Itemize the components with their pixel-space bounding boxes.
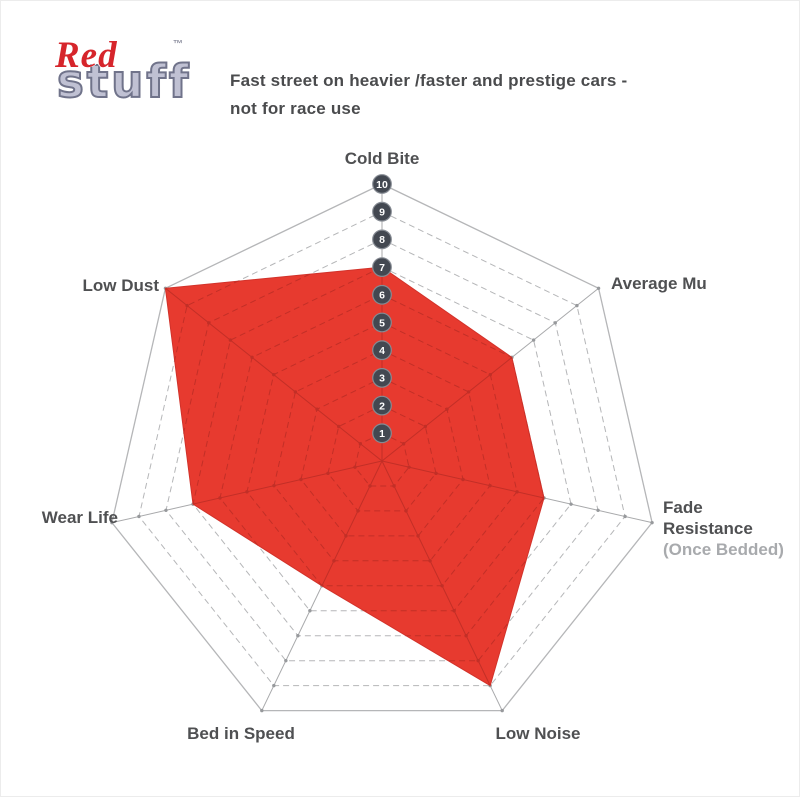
scale-tick-1: 1	[379, 428, 385, 440]
axis-label-fade-resistance: Fade Resistance (Once Bedded)	[663, 497, 784, 560]
axis-label-cold-bite: Cold Bite	[344, 149, 420, 168]
scale-tick-8: 8	[379, 234, 385, 246]
axis-label-wear-life: Wear Life	[41, 508, 118, 527]
logo-red-text: Red	[55, 35, 118, 76]
trademark-symbol: ™	[173, 39, 183, 50]
logo-stuff-text: stuff	[56, 55, 192, 108]
redstuff-logo: Red ™ stuff	[47, 37, 207, 127]
scale-tick-6: 6	[379, 290, 385, 302]
fade-resistance-line-3: (Once Bedded)	[663, 540, 784, 559]
scale-tick-9: 9	[379, 206, 385, 218]
scale-tick-4: 4	[379, 345, 385, 357]
fade-resistance-line-1: Fade	[663, 498, 703, 517]
fade-resistance-line-2: Resistance	[663, 519, 753, 538]
description-line-1: Fast street on heavier /faster and prest…	[230, 71, 628, 90]
axis-label-low-dust: Low Dust	[82, 276, 160, 295]
axis-label-bed-in-speed: Bed in Speed	[187, 724, 295, 743]
scale-tick-2: 2	[379, 400, 385, 412]
scale-tick-3: 3	[379, 373, 385, 385]
chart-description: Fast street on heavier /faster and prest…	[230, 67, 627, 123]
scale-tick-10: 10	[376, 179, 388, 191]
scale-tick-5: 5	[379, 317, 385, 329]
scale-tick-7: 7	[379, 262, 385, 274]
axis-label-average-mu: Average Mu	[611, 274, 707, 293]
description-line-2: not for race use	[230, 99, 361, 118]
axis-label-low-noise: Low Noise	[495, 724, 581, 743]
